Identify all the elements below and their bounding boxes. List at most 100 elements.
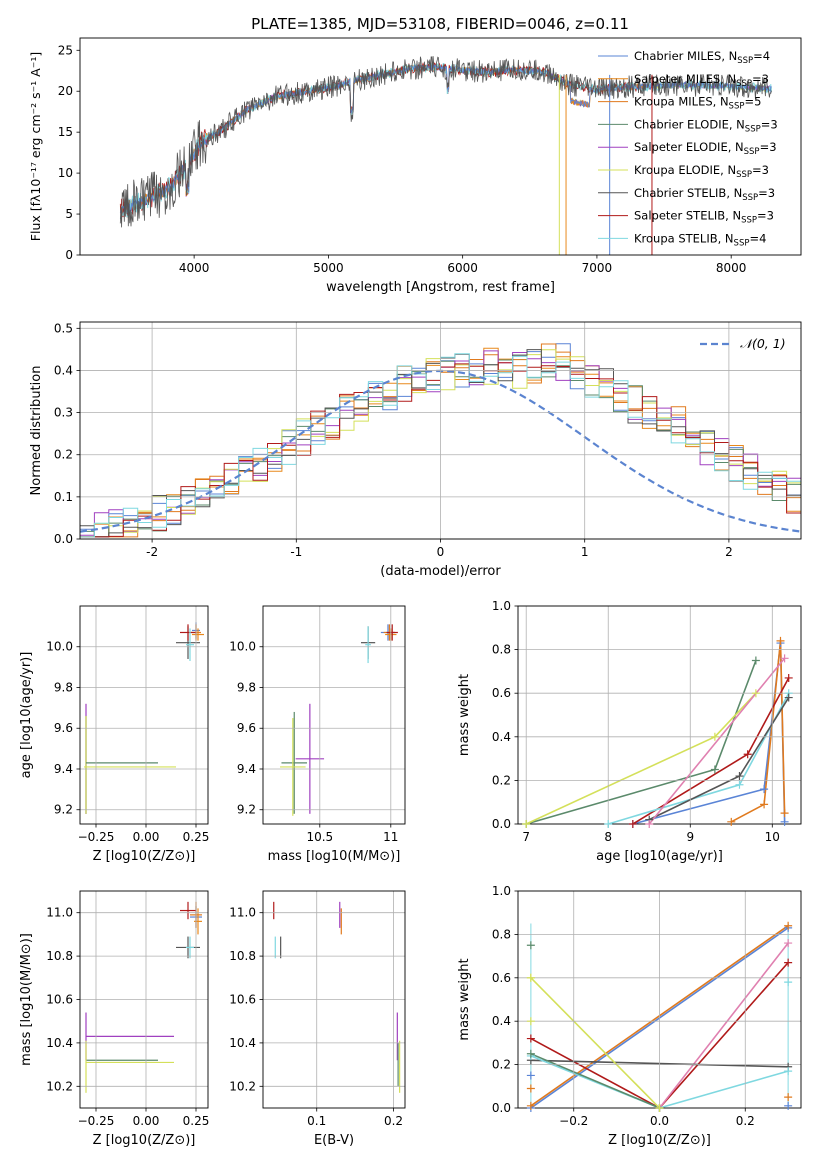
legend-subscript: SSP (734, 238, 750, 248)
weight-marker (751, 689, 760, 698)
plot-area (525, 640, 790, 824)
tick-label-y: 0.4 (492, 730, 511, 744)
weight-line (525, 692, 757, 824)
legend-label: Chabrier ELODIE, NSSP=3 (634, 117, 778, 134)
residuals-axes: -2 -1 0 1 2 0.0 0.1 0.2 0.3 0.4 0.5 (data-model)/er… (29, 321, 802, 579)
axes-frame (79, 321, 802, 540)
y-axis-label: mass weight (457, 958, 472, 1040)
weight-line (658, 942, 789, 1108)
legend-count: =4 (753, 49, 770, 63)
weight-marker (526, 1034, 535, 1043)
tick-label-x: 0 (437, 545, 445, 559)
tick-label-y: 10.8 (46, 949, 73, 963)
spectrum-line (119, 56, 772, 228)
weight-marker (735, 780, 744, 789)
tick-label-y: 10.6 (46, 993, 73, 1007)
weight-marker (710, 732, 719, 741)
tick-label-x: −0.25 (78, 1114, 115, 1128)
tick-label-y: 1.0 (492, 884, 511, 898)
tick-label-y: 9.4 (54, 762, 73, 776)
plot-area (273, 901, 401, 1093)
tick-label-y: 1.0 (492, 599, 511, 613)
tick-label-y: 9.2 (54, 803, 73, 817)
spectrum-axes: 4000 5000 6000 7000 8000 0 5 10 15 20 25 wavelength… (28, 37, 802, 295)
legend-subscript: SSP (736, 79, 752, 89)
weight-marker (727, 817, 736, 826)
legend-count: =4 (749, 231, 766, 245)
weight-line (632, 677, 790, 824)
weight-marker (604, 820, 613, 828)
x-axis-label: Z [log10(Z/Z⊙)] (93, 1133, 196, 1148)
mass-vs-Z-axes: −0.25 0.00 0.25 10.2 10.4 10.6 10.8 11.0 Z [log1… (19, 890, 210, 1148)
legend-label: Kroupa STELIB, NSSP=4 (634, 231, 766, 248)
tick-label-y: 0.3 (54, 406, 73, 420)
legend-count: =3 (758, 186, 775, 200)
tick-label-x: -2 (146, 545, 158, 559)
y-axis-label: mass weight (457, 674, 472, 756)
weight-marker (784, 978, 793, 987)
legend-subscript: SSP (729, 102, 745, 112)
legend-label: Salpeter STELIB, NSSP=3 (634, 209, 774, 226)
plot-area (119, 56, 772, 255)
tick-label-x: 11 (383, 830, 398, 844)
tick-label-x: 7 (522, 830, 530, 844)
weight-marker (784, 673, 793, 682)
tick-label-x: 6000 (447, 261, 478, 275)
x-axis-label: wavelength [Angstrom, rest frame] (326, 280, 555, 295)
x-axis-label: age [log10(age/yr)] (596, 849, 723, 864)
tick-label-y: 10.8 (229, 949, 256, 963)
tick-label-y: 20 (58, 84, 73, 98)
tick-label-x: 0.25 (183, 1114, 210, 1128)
legend-count: =3 (752, 72, 769, 86)
tick-label-x: 8000 (716, 261, 747, 275)
legend-label: Salpeter ELODIE, NSSP=3 (634, 140, 777, 157)
weight-marker (751, 656, 760, 665)
tick-label-y: 0.5 (54, 321, 73, 335)
weight-marker (628, 820, 637, 828)
weight-marker (743, 750, 752, 759)
weight-marker (780, 817, 789, 826)
legend-count: =3 (757, 209, 774, 223)
age-vs-Z-axes: −0.25 0.00 0.25 9.2 9.4 9.6 9.8 10.0 Z [log10(Z/… (19, 605, 210, 864)
tick-label-y: 9.8 (237, 680, 256, 694)
x-axis-label: E(B-V) (314, 1133, 354, 1148)
tick-label-x: 0.00 (133, 1114, 160, 1128)
y-axis-label: Flux [fλ10⁻¹⁷ erg cm⁻² s⁻¹ A⁻¹] (28, 52, 43, 241)
tick-label-x: 0.0 (650, 1114, 669, 1128)
x-axis-label: (data-model)/error (380, 564, 501, 579)
weight-marker (784, 1067, 793, 1076)
weight-marker (526, 1071, 535, 1080)
legend-count: =3 (761, 117, 778, 131)
tick-label-y: 9.8 (54, 680, 73, 694)
tick-label-x: 0.2 (736, 1114, 755, 1128)
tick-label-y: 15 (58, 125, 73, 139)
tick-label-x: −0.25 (78, 830, 115, 844)
tick-label-y: 0.2 (492, 773, 511, 787)
legend-count: =3 (760, 140, 777, 154)
x-axis-label: mass [log10(M/M⊙)] (268, 849, 401, 864)
tick-label-x: 0.25 (183, 830, 210, 844)
weight-marker (735, 772, 744, 781)
age-vs-mass-axes: 10.5 11 9.2 9.4 9.6 9.8 10.0 mass [log10(M/M⊙)] (229, 605, 406, 864)
tick-label-y: 10.0 (229, 640, 256, 654)
tick-label-y: 11.0 (229, 906, 256, 920)
tick-label-y: 9.4 (237, 762, 256, 776)
legend-label: 𝒩(0, 1) (740, 336, 786, 351)
legend-subscript: SSP (737, 56, 753, 66)
tick-label-y: 9.6 (237, 721, 256, 735)
tick-label-x: -1 (290, 545, 302, 559)
weight-marker (760, 785, 769, 794)
tick-label-x: 10.5 (306, 830, 333, 844)
tick-label-y: 11.0 (46, 906, 73, 920)
tick-label-x: 5000 (313, 261, 344, 275)
legend-subscript: SSP (741, 216, 757, 226)
weight-marker (526, 1084, 535, 1093)
tick-label-x: 8 (604, 830, 612, 844)
x-axis-label: Z [log10(Z/Z⊙)] (93, 849, 196, 864)
tick-label-y: 10.0 (46, 640, 73, 654)
axes-root: 4000 5000 6000 7000 80000510152025wavelength… (19, 37, 802, 1148)
tick-label-y: 0.6 (492, 971, 511, 985)
mass-vs-EBV-axes: 0.1 0.2 10.2 10.4 10.6 10.8 11.0 E(B-V) (229, 890, 406, 1148)
spectrum-legend: Chabrier MILES, NSSP=4 Salpeter MILES, NS… (598, 49, 778, 248)
axes-frame (262, 605, 406, 825)
